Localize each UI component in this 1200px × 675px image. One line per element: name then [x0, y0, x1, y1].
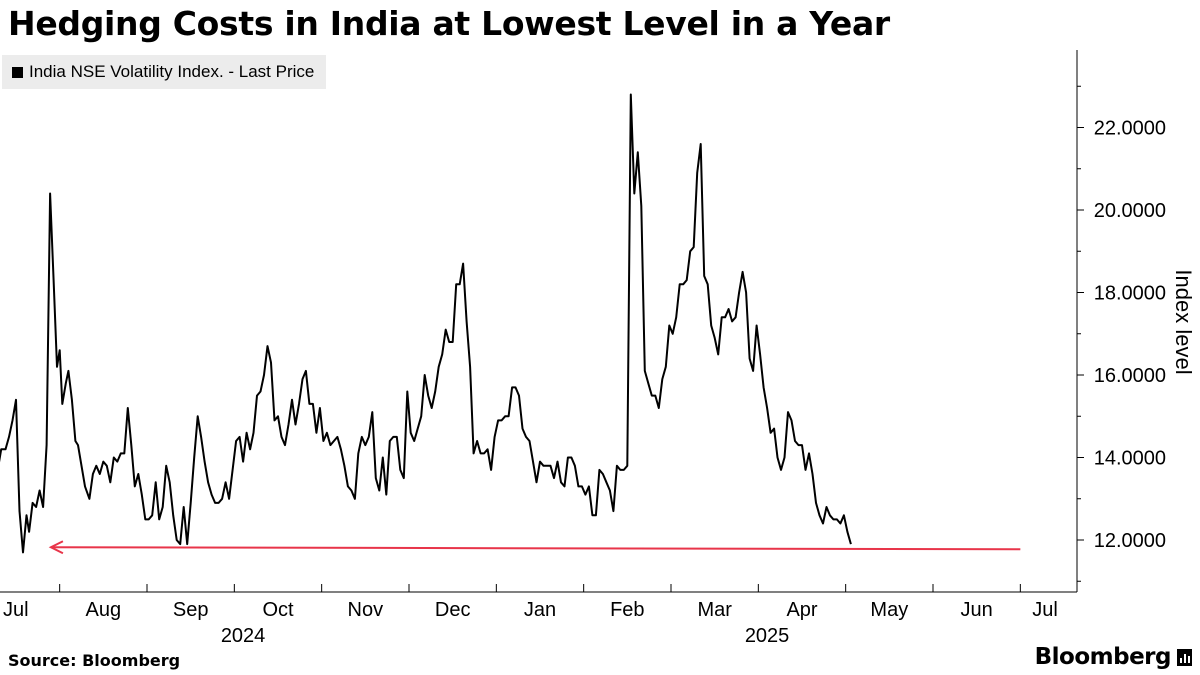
x-tick-label: Oct: [262, 599, 294, 621]
x-tick-label: Jun: [961, 599, 993, 621]
brand-logo: Bloomberg: [1035, 644, 1192, 670]
series-line: [0, 93, 852, 554]
x-tick-label: Jul: [1032, 599, 1058, 621]
legend: India NSE Volatility Index. - Last Price: [2, 55, 327, 89]
y-tick-label: 16.0000: [1094, 365, 1166, 387]
y-tick-label: 14.0000: [1094, 448, 1166, 470]
legend-label: India NSE Volatility Index. - Last Price: [29, 62, 315, 81]
x-tick-label: May: [870, 599, 908, 621]
annotation-arrow-line: [50, 546, 1021, 551]
x-tick-label: Sep: [173, 599, 209, 621]
y-tick-label: 20.0000: [1094, 200, 1166, 222]
x-tick-label: Nov: [348, 599, 384, 621]
x-year-label: 2024: [221, 625, 266, 647]
annotation-arrow-head: [48, 540, 64, 555]
x-tick-label: Jan: [524, 599, 556, 621]
brand-name: Bloomberg: [1034, 644, 1172, 670]
x-tick-label: Aug: [86, 599, 122, 621]
x-tick-label: Dec: [435, 599, 471, 621]
x-tick-label: Mar: [697, 599, 732, 621]
x-tick-label: Feb: [610, 599, 644, 621]
x-year-label: 2025: [745, 625, 790, 647]
y-tick-label: 22.0000: [1094, 118, 1166, 140]
y-axis-label: Index level: [1171, 269, 1196, 374]
x-tick-label: Apr: [786, 599, 817, 621]
y-tick-label: 18.0000: [1094, 283, 1166, 305]
legend-swatch: [12, 66, 23, 78]
y-tick-label: 12.0000: [1094, 530, 1166, 552]
chart-title: Hedging Costs in India at Lowest Level i…: [8, 4, 890, 43]
source-note: Source: Bloomberg: [8, 651, 181, 670]
x-tick-label: Jul: [3, 599, 29, 621]
bar-chart-icon: [1177, 648, 1192, 666]
